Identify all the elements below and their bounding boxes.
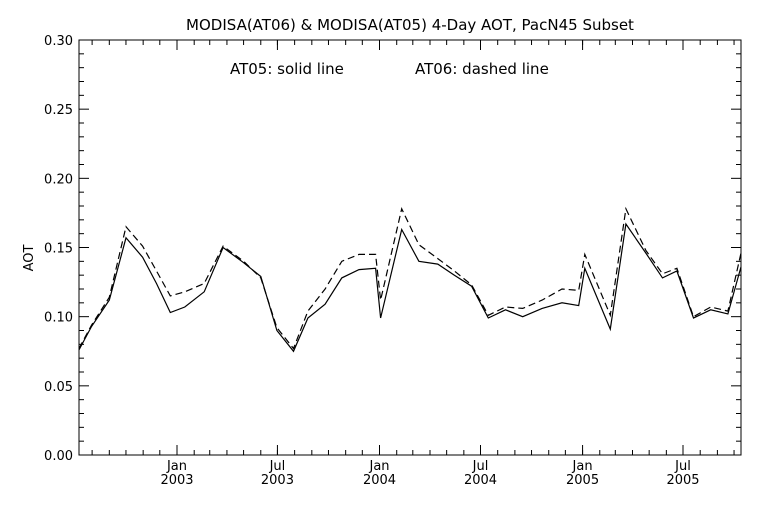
x-tick-month-label: Jul [674,459,691,474]
legend-dashed-label: AT06: dashed line [415,60,549,78]
x-tick-year-label: 2004 [363,473,396,488]
axes: 0.000.050.100.150.200.250.30Jan2003Jul20… [44,34,742,488]
x-tick-year-label: 2005 [666,473,699,488]
series-line-at06 [78,206,742,350]
x-tick-month-label: Jan [572,459,593,474]
x-tick-year-label: 2003 [160,473,193,488]
x-tick-year-label: 2005 [566,473,599,488]
series-lines [78,206,742,353]
x-tick-year-label: 2003 [261,473,294,488]
legend-solid-label: AT05: solid line [230,60,344,78]
x-tick-month-label: Jul [472,459,489,474]
chart-title: MODISA(AT06) & MODISA(AT05) 4-Day AOT, P… [186,16,634,34]
x-tick-month-label: Jul [269,459,286,474]
y-tick-label: 0.00 [44,449,73,464]
x-tick-year-label: 2004 [464,473,497,488]
y-tick-label: 0.05 [44,380,73,395]
x-tick-month-label: Jan [166,459,187,474]
y-tick-label: 0.20 [44,172,73,187]
x-tick-month-label: Jan [368,459,389,474]
series-line-at05 [78,222,742,353]
y-tick-label: 0.10 [44,311,73,326]
y-tick-label: 0.30 [44,34,73,49]
y-tick-label: 0.25 [44,103,73,118]
y-tick-label: 0.15 [44,242,73,257]
y-axis-label: AOT [22,245,37,272]
